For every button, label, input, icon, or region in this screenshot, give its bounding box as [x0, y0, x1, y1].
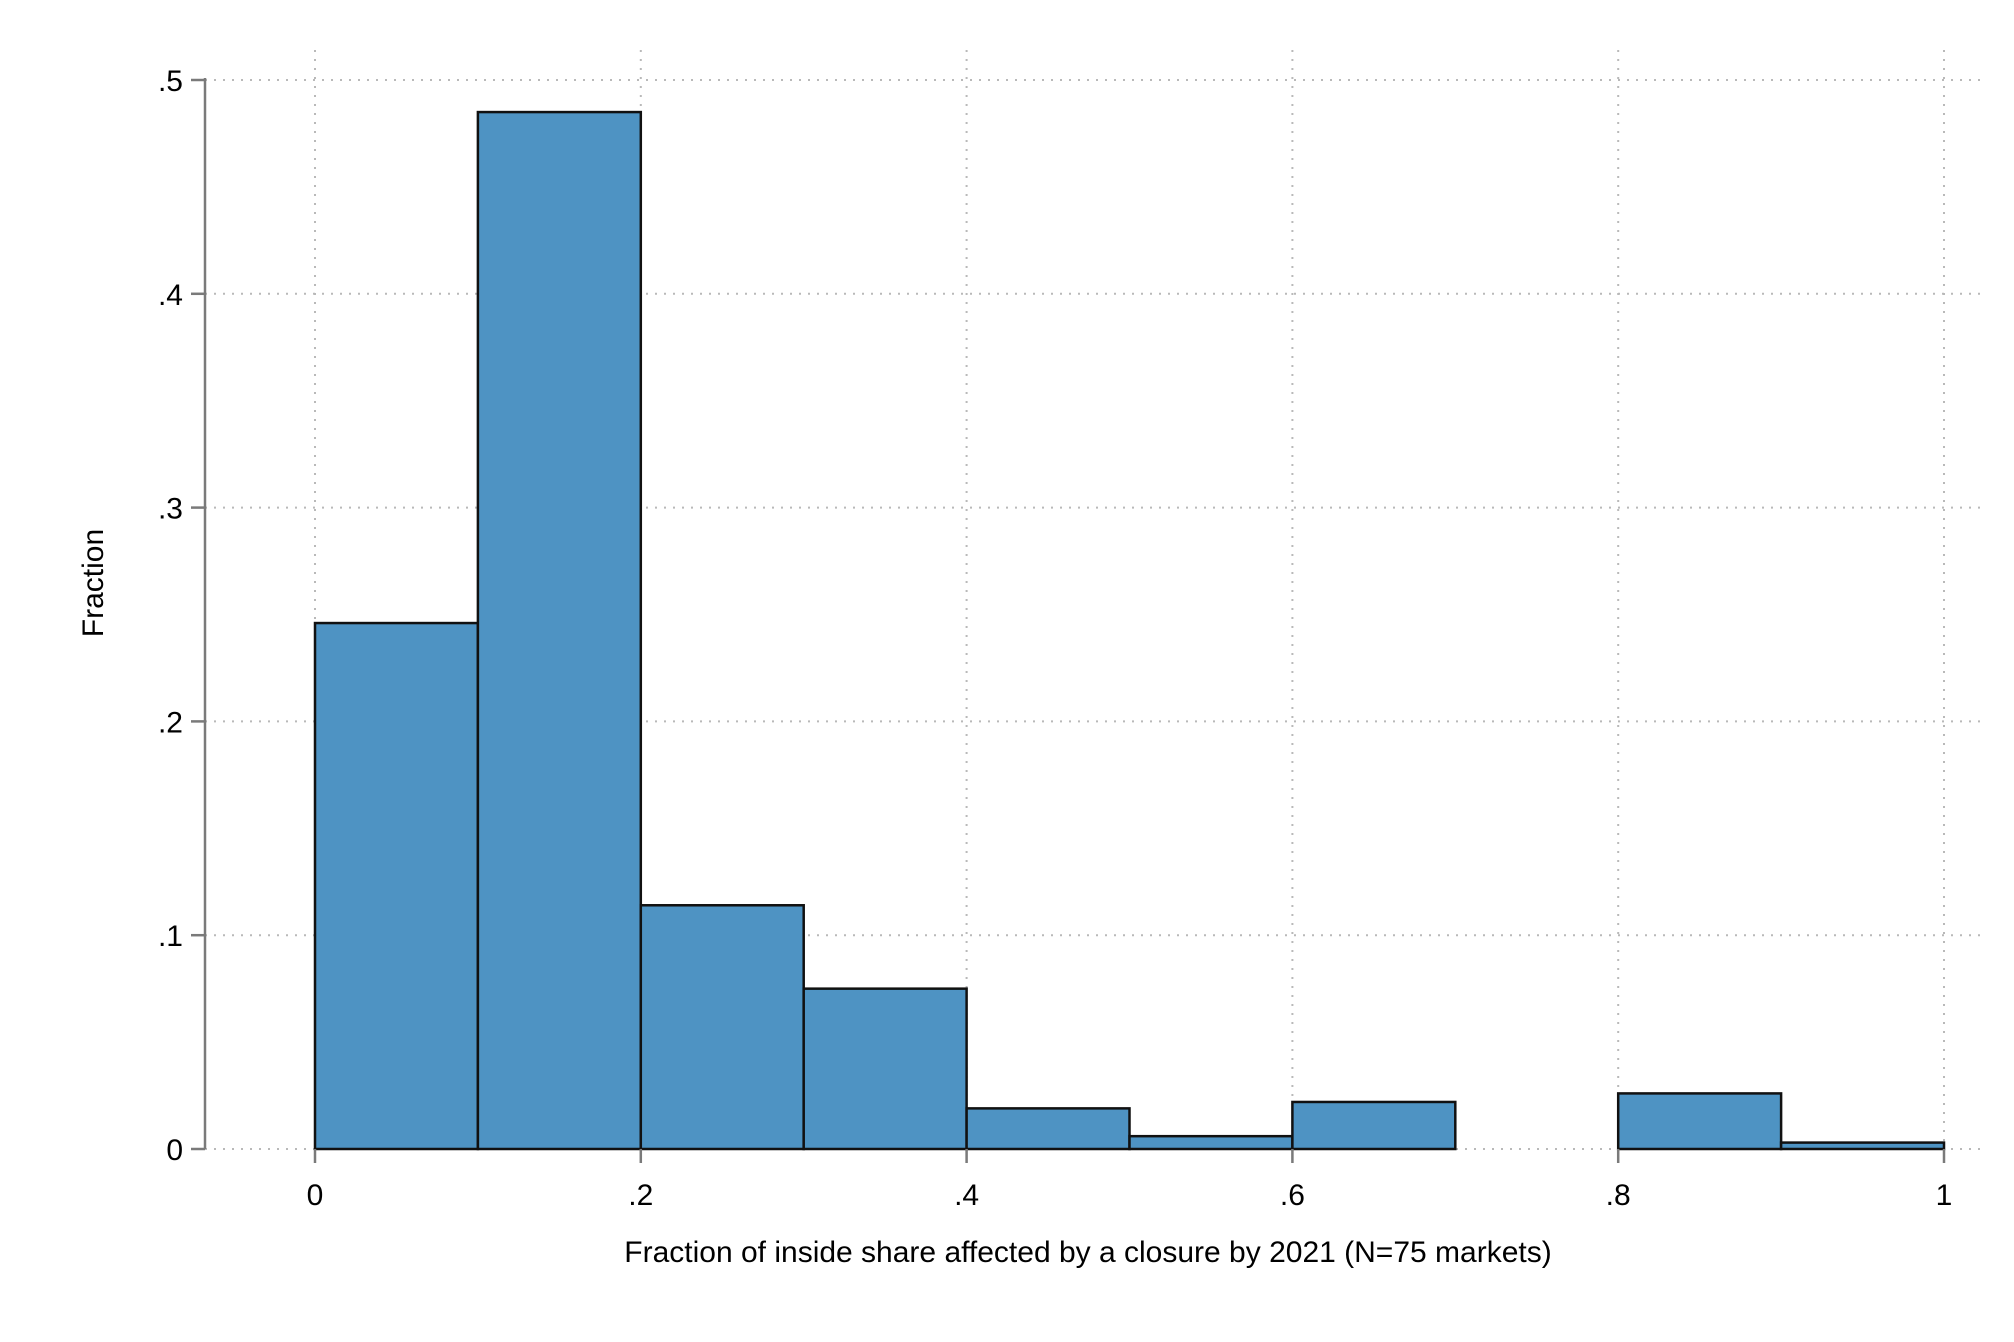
y-tick-label: .5 [158, 65, 183, 98]
y-tick-label: .1 [158, 920, 183, 953]
y-tick-label: .4 [158, 279, 183, 312]
histogram-bar [1779, 1141, 1946, 1151]
y-tick-label: .3 [158, 493, 183, 526]
x-tick-label: 1 [1936, 1179, 1953, 1212]
histogram-bar [802, 987, 968, 1151]
histogram-bar [313, 621, 480, 1151]
x-tick-label: .6 [1280, 1179, 1305, 1212]
x-tick-label: .4 [954, 1179, 979, 1212]
y-tick-label: .2 [158, 706, 183, 739]
x-tick-label: .2 [628, 1179, 653, 1212]
bar-layer [313, 110, 1946, 1151]
x-axis-title: Fraction of inside share affected by a c… [624, 1236, 1551, 1269]
y-axis-title: Fraction [77, 529, 110, 637]
histogram-bar [639, 904, 805, 1151]
histogram-bar [1128, 1134, 1294, 1151]
histogram-bar [1616, 1092, 1783, 1151]
y-tick-label: 0 [166, 1134, 183, 1167]
axis-layer: 0 .1 .2 .3 .4 .5 0 .2 .4 .6 .8 1 [158, 65, 1952, 1212]
x-tick-label: .8 [1606, 1179, 1631, 1212]
x-tick-label: 0 [307, 1179, 324, 1212]
histogram-bar [965, 1107, 1131, 1151]
histogram-bar [1291, 1100, 1457, 1151]
histogram-bar [476, 110, 643, 1151]
